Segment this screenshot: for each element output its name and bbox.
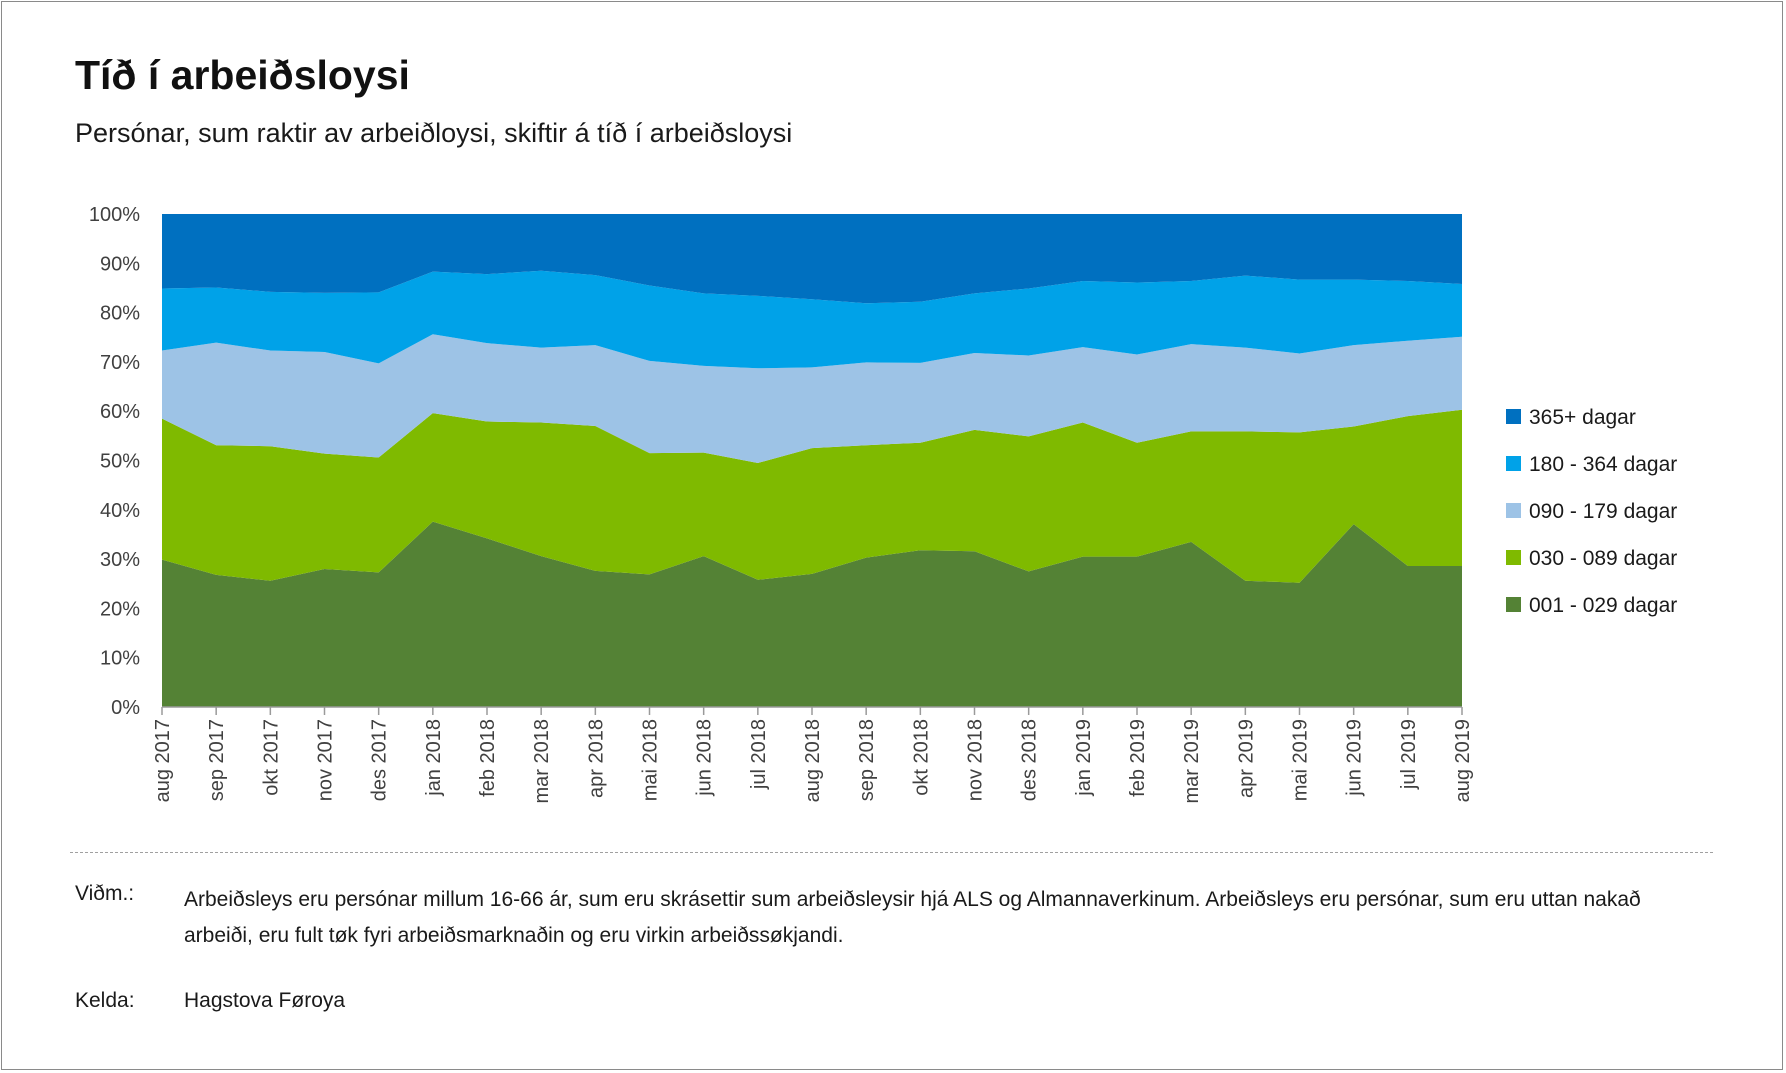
x-tick-label: aug 2017 xyxy=(152,719,174,802)
x-tick-label: aug 2018 xyxy=(802,719,824,802)
y-tick-label: 80% xyxy=(100,303,140,325)
x-tick-label: feb 2019 xyxy=(1127,719,1149,797)
y-tick-label: 10% xyxy=(100,648,140,670)
area-180-364-dagar xyxy=(162,270,1462,369)
note-label: Viðm.: xyxy=(75,882,135,905)
x-tick-label: jul 2019 xyxy=(1398,719,1420,790)
x-tick-label: apr 2018 xyxy=(585,719,607,798)
x-tick-label: feb 2018 xyxy=(477,719,499,797)
area-090-179-dagar xyxy=(162,334,1462,463)
y-tick-label: 0% xyxy=(111,697,140,719)
y-tick-label: 100% xyxy=(89,204,140,226)
legend-swatch-180-364-dagar xyxy=(1506,456,1521,471)
x-tick-label: jan 2018 xyxy=(423,719,445,797)
x-tick-label: des 2017 xyxy=(369,719,391,801)
chart-title: Tíð í arbeiðsloysi xyxy=(75,52,410,98)
x-tick-label: jan 2019 xyxy=(1073,719,1095,797)
x-tick-label: jun 2019 xyxy=(1344,719,1366,797)
legend-swatch-090-179-dagar xyxy=(1506,503,1521,518)
legend: 365+ dagar 180 - 364 dagar 090 - 179 dagar… xyxy=(1506,406,1677,617)
footer-divider xyxy=(70,852,1713,853)
x-axis: aug 2017 sep 2017 okt 2017 nov 2017 des 2017… xyxy=(152,706,1474,804)
x-tick-label: nov 2018 xyxy=(965,719,987,801)
y-tick-label: 70% xyxy=(100,352,140,374)
x-tick-label: okt 2018 xyxy=(910,719,932,796)
x-tick-label: apr 2019 xyxy=(1235,719,1257,798)
x-tick-label: jun 2018 xyxy=(694,719,716,797)
legend-label-180-364-dagar: 180 - 364 dagar xyxy=(1529,453,1677,476)
legend-swatch-365-dagar xyxy=(1506,409,1521,424)
x-tick-label: aug 2019 xyxy=(1452,719,1474,802)
x-tick-label: sep 2018 xyxy=(856,719,878,801)
legend-label-001-029-dagar: 001 - 029 dagar xyxy=(1529,594,1677,617)
x-tick-label: sep 2017 xyxy=(206,719,228,801)
y-axis: 0% 10% 20% 30% 40% 50% 60% 70% 80% 90% 100% xyxy=(89,204,140,719)
x-tick-label: mai 2018 xyxy=(640,719,662,801)
source-text: Hagstova Føroya xyxy=(184,989,346,1012)
y-tick-label: 30% xyxy=(100,549,140,571)
x-tick-label: mai 2019 xyxy=(1290,719,1312,801)
legend-label-090-179-dagar: 090 - 179 dagar xyxy=(1529,500,1677,523)
x-tick-label: jul 2018 xyxy=(748,719,770,790)
y-tick-label: 60% xyxy=(100,401,140,423)
y-tick-label: 20% xyxy=(100,598,140,620)
area-001-029-dagar xyxy=(162,521,1462,707)
x-tick-label: mar 2018 xyxy=(531,719,553,804)
x-tick-label: des 2018 xyxy=(1019,719,1041,801)
y-tick-label: 40% xyxy=(100,500,140,522)
legend-label-030-089-dagar: 030 - 089 dagar xyxy=(1529,547,1677,570)
area-365-dagar xyxy=(162,214,1462,304)
y-tick-label: 90% xyxy=(100,253,140,275)
chart-subtitle: Persónar, sum raktir av arbeiðloysi, ski… xyxy=(75,118,793,148)
source-label: Kelda: xyxy=(75,989,135,1012)
x-tick-label: nov 2017 xyxy=(315,719,337,801)
area-layers xyxy=(162,214,1462,707)
legend-label-365-dagar: 365+ dagar xyxy=(1529,406,1636,429)
legend-swatch-001-029-dagar xyxy=(1506,597,1521,612)
x-tick-label: mar 2019 xyxy=(1181,719,1203,804)
x-tick-label: okt 2017 xyxy=(260,719,282,796)
y-tick-label: 50% xyxy=(100,451,140,473)
note-text: Arbeiðsleys eru persónar millum 16-66 ár… xyxy=(184,888,1641,947)
legend-swatch-030-089-dagar xyxy=(1506,550,1521,565)
area-030-089-dagar xyxy=(162,409,1462,583)
stacked-area-chart: 0% 10% 20% 30% 40% 50% 60% 70% 80% 90% 100% aug 20… xyxy=(89,204,1677,804)
